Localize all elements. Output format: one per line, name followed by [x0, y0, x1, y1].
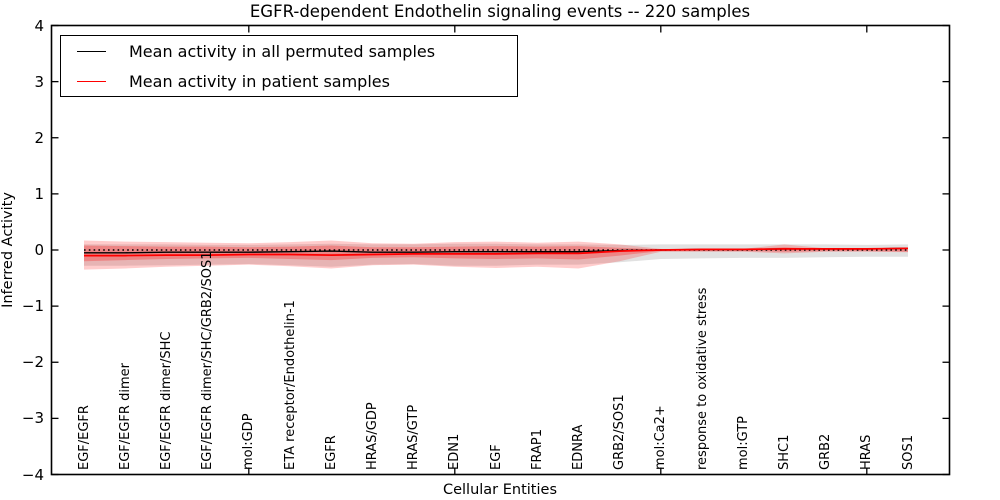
legend-box: Mean activity in all permuted samples Me…	[60, 35, 518, 97]
legend-label-patient: Mean activity in patient samples	[129, 71, 390, 91]
legend-entry-patient: Mean activity in patient samples	[61, 67, 517, 95]
x-tick-label: FRAP1	[529, 429, 545, 470]
patient-samples-outer-spread-band	[84, 240, 908, 270]
x-tick-label: EGF	[488, 444, 504, 470]
legend-label-permuted: Mean activity in all permuted samples	[129, 41, 436, 61]
y-tick-label: 2	[34, 128, 44, 147]
chart-title: EGFR-dependent Endothelin signaling even…	[249, 2, 751, 21]
x-tick-label: mol:GDP	[241, 413, 257, 470]
x-tick-label: EDNRA	[570, 424, 586, 470]
y-tick-label: 3	[34, 72, 44, 91]
x-axis-title: Cellular Entities	[442, 482, 558, 498]
y-tick-label: −3	[21, 409, 44, 428]
y-tick-label: 0	[34, 241, 44, 259]
permuted-line-sample-icon	[77, 50, 106, 52]
y-axis-title: Inferred Activity	[0, 192, 16, 308]
x-tick-label: HRAS	[859, 434, 875, 470]
x-tick-label: HRAS/GTP	[406, 404, 422, 470]
patient-line-sample-icon	[77, 80, 106, 82]
x-tick-label: GRB2/SOS1	[612, 394, 628, 470]
y-tick-label: −1	[21, 297, 44, 316]
x-tick-label: EDN1	[447, 433, 463, 470]
x-tick-label: mol:GTP	[735, 416, 751, 470]
x-tick-label: HRAS/GDP	[364, 402, 380, 470]
legend-entry-permuted: Mean activity in all permuted samples	[61, 37, 517, 65]
y-tick-label: 4	[34, 16, 44, 35]
y-tick-label: −4	[21, 465, 44, 484]
x-tick-label: SOS1	[900, 434, 916, 470]
x-tick-label: response to oxidative stress	[694, 287, 710, 470]
x-tick-label: EGF/EGFR dimer/SHC/GRB2/SOS1	[200, 251, 216, 471]
y-tick-label: 1	[34, 184, 44, 203]
x-tick-label: EGFR	[323, 435, 339, 470]
x-tick-label: mol:Ca2+	[653, 405, 669, 470]
x-tick-label: EGF/EGFR dimer	[117, 363, 133, 470]
x-tick-label: EGF/EGFR	[76, 405, 92, 470]
x-tick-label: ETA receptor/Endothelin-1	[282, 300, 298, 470]
x-tick-label: GRB2	[818, 433, 834, 470]
patient-mean-line	[84, 247, 909, 257]
x-tick-label: SHC1	[776, 434, 792, 470]
x-tick-label: EGF/EGFR dimer/SHC	[158, 331, 174, 470]
y-tick-label: −2	[21, 353, 44, 372]
